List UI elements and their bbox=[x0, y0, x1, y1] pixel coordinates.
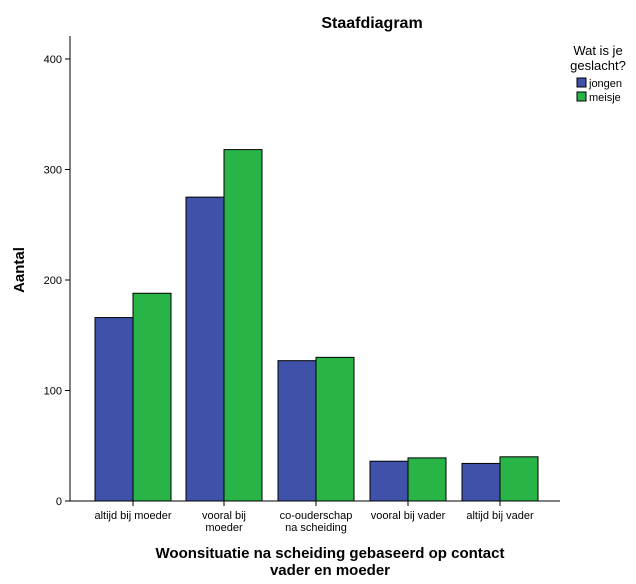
y-tick-label: 100 bbox=[44, 386, 62, 398]
x-tick-label: co-ouderschap na scheiding bbox=[280, 510, 353, 534]
bar-meisje bbox=[223, 149, 263, 502]
legend-swatch-meisje bbox=[576, 91, 587, 102]
legend-title-line-1: Wat is je bbox=[573, 43, 622, 58]
bar-meisje bbox=[315, 356, 355, 502]
bar-jongen bbox=[277, 360, 317, 502]
bar-meisje bbox=[407, 457, 447, 502]
y-tick-label: 200 bbox=[44, 275, 62, 287]
x-tick-label: altijd bij vader bbox=[466, 510, 534, 522]
x-axis-title-line-2: vader en moeder bbox=[270, 562, 390, 579]
y-tick-label: 400 bbox=[44, 54, 62, 66]
bar-meisje bbox=[132, 292, 172, 502]
legend-swatch-jongen bbox=[576, 77, 587, 88]
y-tick-label: 300 bbox=[44, 165, 62, 177]
bar-jongen bbox=[369, 460, 409, 502]
bar-jongen bbox=[461, 462, 501, 502]
y-axis-title: Aantal bbox=[11, 247, 28, 293]
bar-jongen bbox=[185, 196, 225, 502]
legend-label-meisje: meisje bbox=[589, 92, 621, 104]
bar-jongen bbox=[94, 317, 134, 502]
y-tick-label: 0 bbox=[56, 496, 62, 508]
legend-label-jongen: jongen bbox=[588, 78, 622, 90]
x-axis-title-line-1: Woonsituatie na scheiding gebaseerd op c… bbox=[156, 545, 505, 562]
plot-area: 0 100 200 300 400 altijd bij moeder vooral bij… bbox=[44, 36, 560, 534]
x-tick-label: vooral bij vader bbox=[371, 510, 446, 522]
x-tick-label: altijd bij moeder bbox=[94, 510, 171, 522]
chart-title: Staafdiagram bbox=[321, 15, 422, 32]
legend-title-line-2: geslacht? bbox=[570, 58, 626, 73]
bar-meisje bbox=[499, 456, 539, 502]
x-tick-label: vooral bij moeder bbox=[202, 510, 246, 534]
